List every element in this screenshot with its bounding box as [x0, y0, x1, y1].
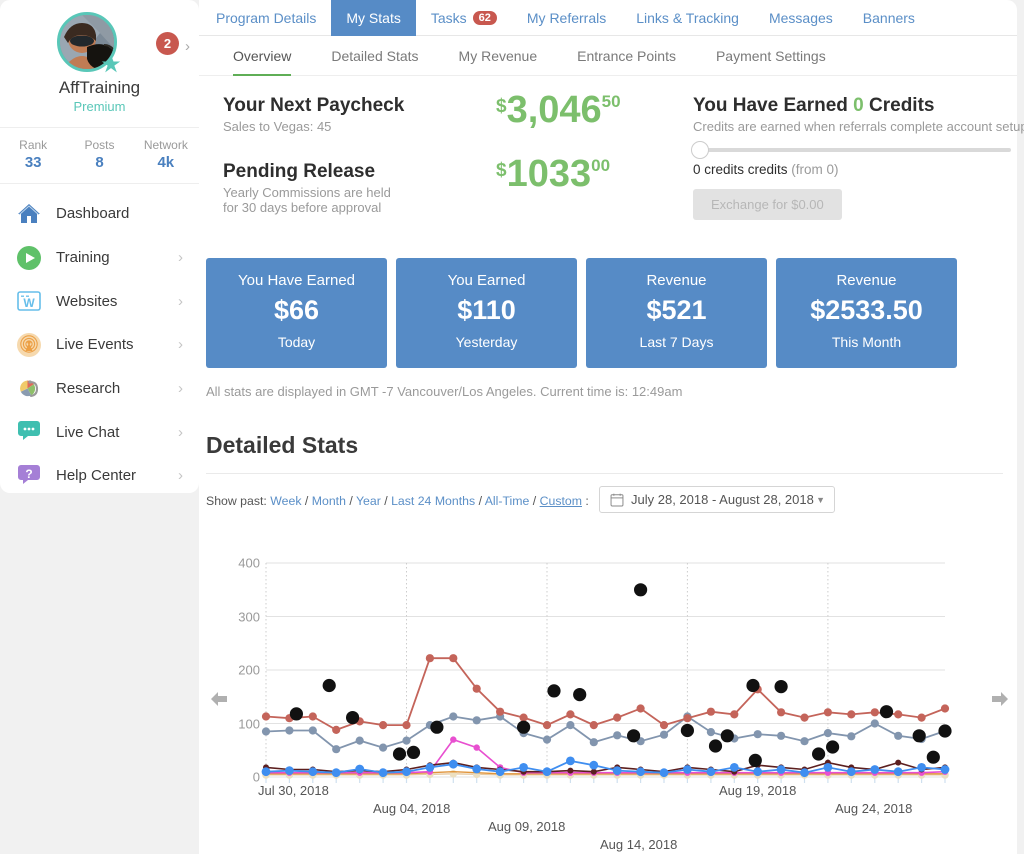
svg-text:W: W	[23, 296, 35, 310]
svg-text:?: ?	[25, 467, 32, 481]
